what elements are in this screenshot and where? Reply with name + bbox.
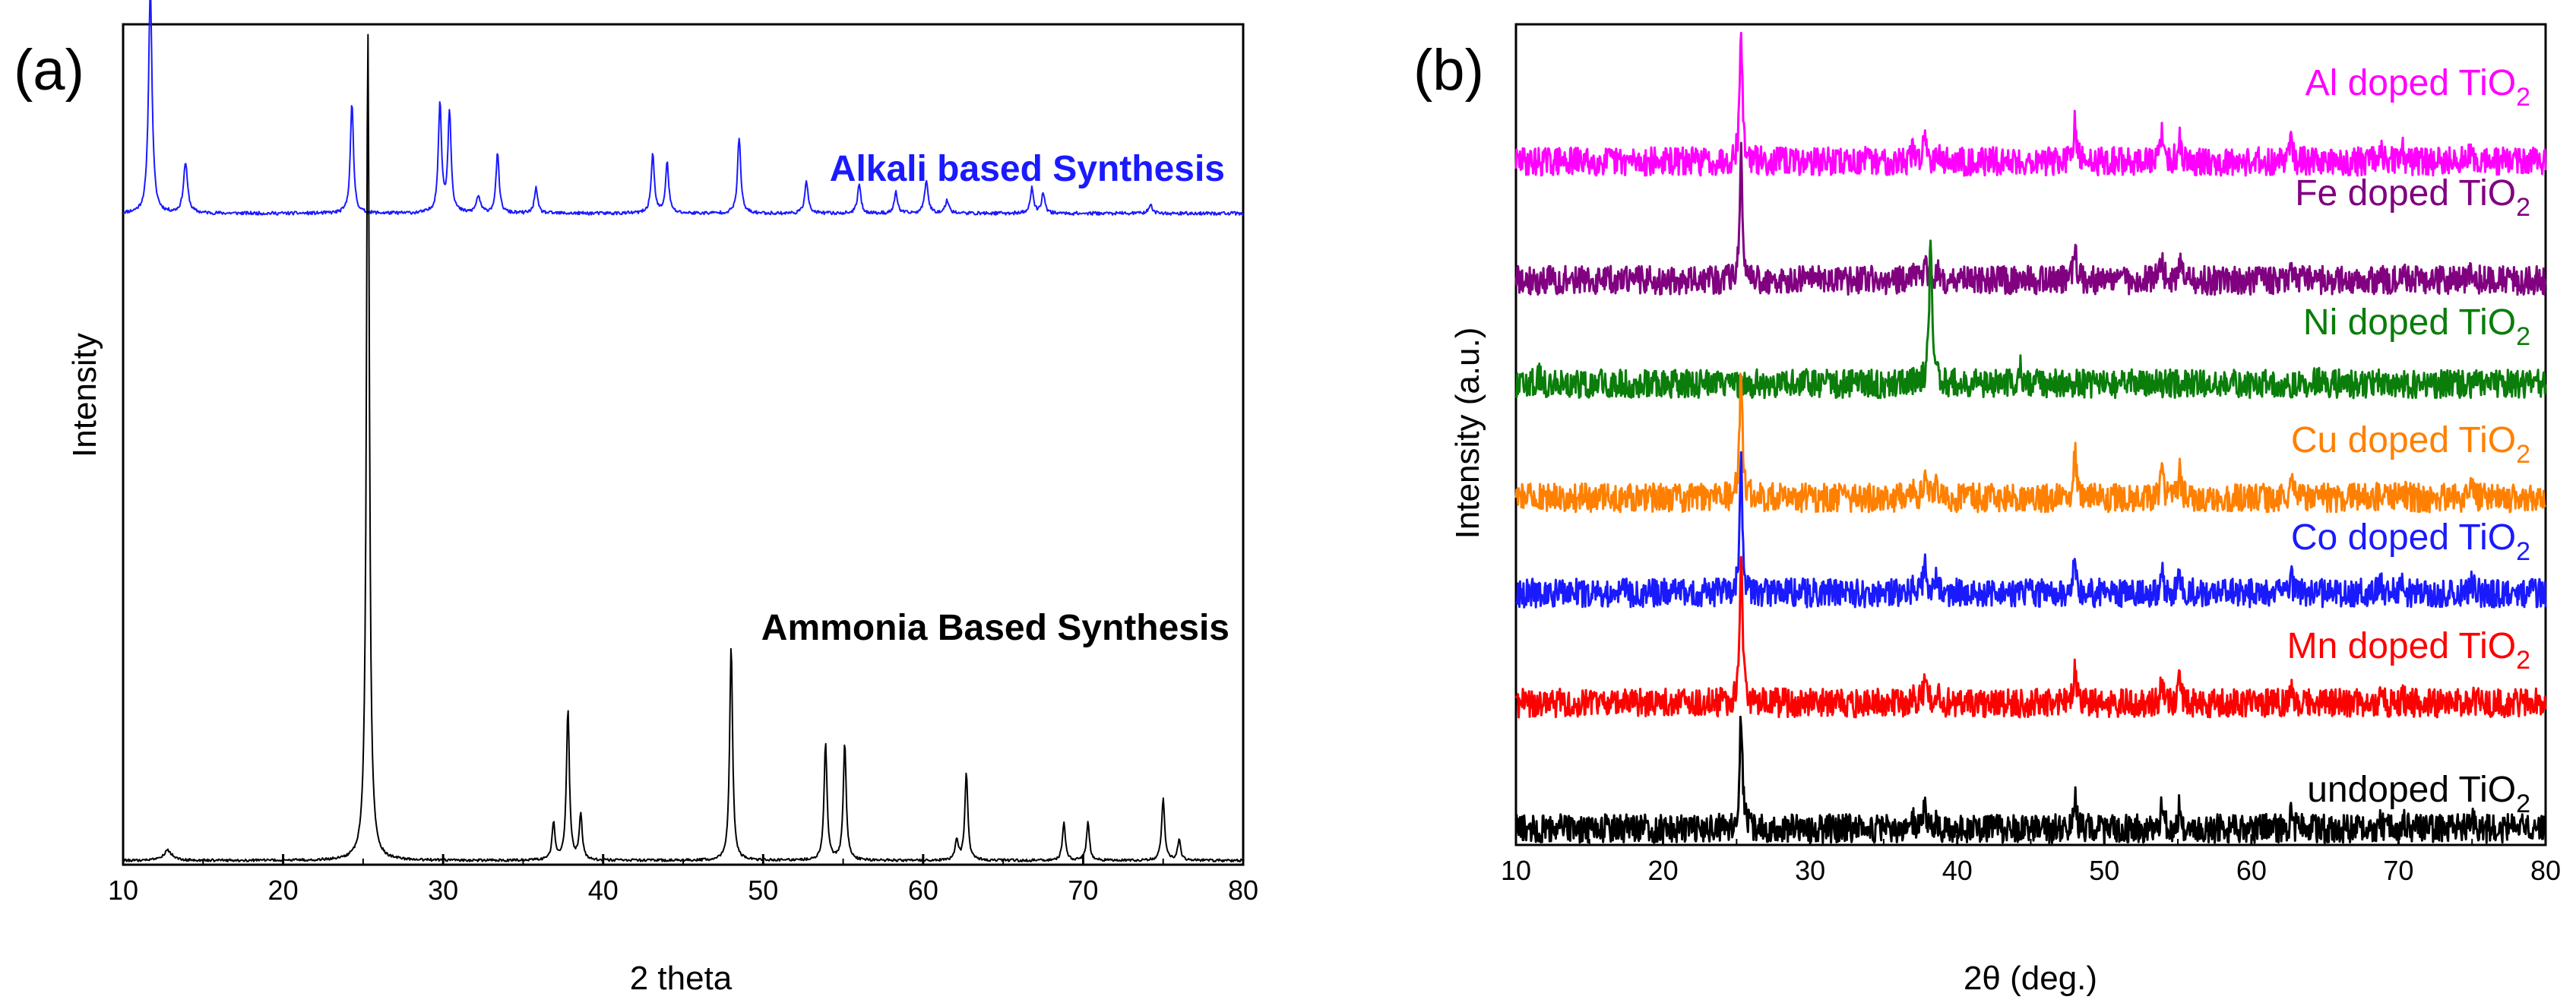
- series-line: [1514, 141, 2547, 296]
- x-tick-label: 20: [1648, 855, 1679, 886]
- panel-label: (a): [14, 38, 84, 103]
- series-label: Mn doped TiO2: [2287, 626, 2530, 675]
- x-tick-label: 30: [1795, 855, 1825, 886]
- series-line: [122, 33, 1243, 862]
- series-line: [1514, 31, 2547, 177]
- panel-label: (b): [1413, 38, 1484, 103]
- x-tick-label: 70: [1068, 875, 1098, 906]
- series-line: [1514, 715, 2547, 844]
- x-tick-label: 50: [2089, 855, 2119, 886]
- x-tick-label: 10: [1501, 855, 1531, 886]
- x-tick-label: 10: [108, 875, 138, 906]
- x-tick-label: 40: [588, 875, 619, 906]
- x-tick-label: 80: [2530, 855, 2561, 886]
- x-axis-label: 2 theta: [630, 960, 733, 997]
- x-tick-label: 50: [748, 875, 778, 906]
- panel-b: 10 20 30 40 50 60 70 80 (b) 2θ (deg.) Intensity (a…: [1413, 23, 2561, 997]
- series-label: Alkali based Synthesis: [830, 149, 1225, 189]
- series-label: Co doped TiO2: [2291, 517, 2530, 566]
- series-label: Ni doped TiO2: [2303, 302, 2530, 351]
- y-axis-label: Intensity (a.u.): [1449, 327, 1486, 539]
- x-tick-label: 60: [908, 875, 938, 906]
- x-tick-label: 40: [1942, 855, 1973, 886]
- series-line: [1515, 239, 2547, 400]
- x-tick-label: 70: [2383, 855, 2413, 886]
- x-tick-label: 20: [268, 875, 299, 906]
- x-tick-label: 80: [1228, 875, 1258, 906]
- series-label: Cu doped TiO2: [2291, 420, 2530, 469]
- x-tick-label: 30: [428, 875, 458, 906]
- series-label: Fe doped TiO2: [2295, 173, 2530, 222]
- series-label: undoped TiO2: [2307, 770, 2530, 818]
- series-label: Ammonia Based Synthesis: [761, 608, 1229, 648]
- series-line: [1515, 451, 2547, 609]
- x-axis-label: 2θ (deg.): [1964, 960, 2097, 997]
- x-tick-label: 60: [2236, 855, 2267, 886]
- series-line: [1514, 555, 2547, 719]
- y-axis-label: Intensity: [66, 333, 103, 457]
- series-line: [1514, 372, 2546, 514]
- panel-a: 10 20 30 40 50 60 70 80 (a) 2 theta Intensity Alkal…: [14, 0, 1258, 997]
- series-line: [122, 0, 1244, 216]
- series-label: Al doped TiO2: [2305, 63, 2530, 112]
